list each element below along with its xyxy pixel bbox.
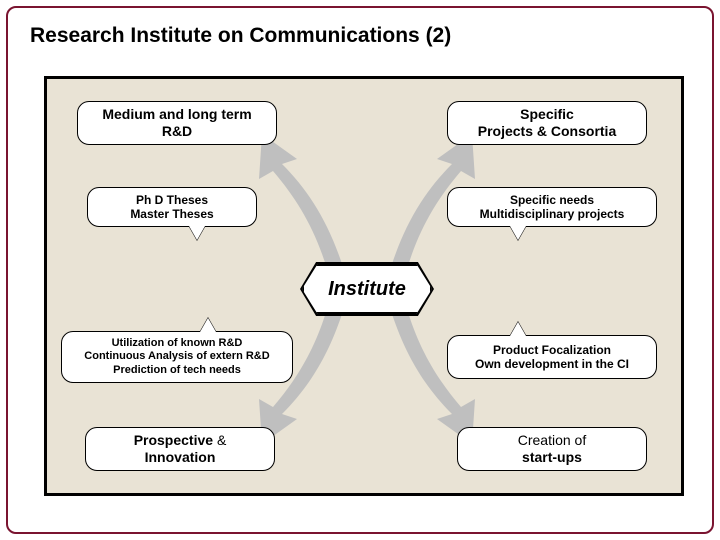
callout-mid-right-l2: Multidisciplinary projects <box>480 207 625 221</box>
callout-tail <box>200 318 216 332</box>
callout-tail <box>189 226 205 240</box>
box-bot-right-p1: Creation of <box>518 432 586 449</box>
box-bot-left-amp: & <box>213 432 226 448</box>
box-bot-left: Prospective & Innovation <box>85 427 275 471</box>
callout-mid-left-l1: Ph D Theses <box>136 193 208 207</box>
callout-tail <box>510 322 526 336</box>
outer-frame: Research Institute on Communications (2)… <box>6 6 714 534</box>
box-top-right-l1: Specific <box>520 106 574 123</box>
institute-hex: Institute <box>302 264 432 314</box>
callout-low-right: Product Focalization Own development in … <box>447 335 657 379</box>
callout-low-left: Utilization of known R&D Continuous Anal… <box>61 331 293 383</box>
institute-label: Institute <box>328 278 406 301</box>
box-top-left-l1: Medium and long term <box>102 106 251 123</box>
callout-tail <box>510 226 526 240</box>
callout-mid-right: Specific needs Multidisciplinary project… <box>447 187 657 227</box>
callout-mid-right-l1: Specific needs <box>510 193 594 207</box>
box-top-right-l2: Projects & Consortia <box>478 123 616 140</box>
box-bot-left-p2: Innovation <box>145 449 216 466</box>
box-bot-left-row1: Prospective & <box>134 432 227 449</box>
callout-mid-left-l2: Master Theses <box>130 207 213 221</box>
box-bot-right: Creation of start-ups <box>457 427 647 471</box>
box-top-left: Medium and long term R&D <box>77 101 277 145</box>
callout-low-right-l1: Product Focalization <box>493 343 611 357</box>
box-top-right: Specific Projects & Consortia <box>447 101 647 145</box>
box-bot-left-p1: Prospective <box>134 432 213 448</box>
box-top-left-l2: R&D <box>162 123 192 140</box>
callout-mid-left: Ph D Theses Master Theses <box>87 187 257 227</box>
callout-low-right-l2: Own development in the CI <box>475 357 629 371</box>
callout-low-left-l3: Prediction of tech needs <box>113 364 241 377</box>
callout-low-left-l2: Continuous Analysis of extern R&D <box>84 350 269 363</box>
callout-low-left-l1: Utilization of known R&D <box>112 337 243 350</box>
box-bot-right-p2: start-ups <box>522 449 582 466</box>
diagram-panel: Institute Medium and long term R&D Speci… <box>44 76 684 496</box>
page-title: Research Institute on Communications (2) <box>30 24 451 48</box>
